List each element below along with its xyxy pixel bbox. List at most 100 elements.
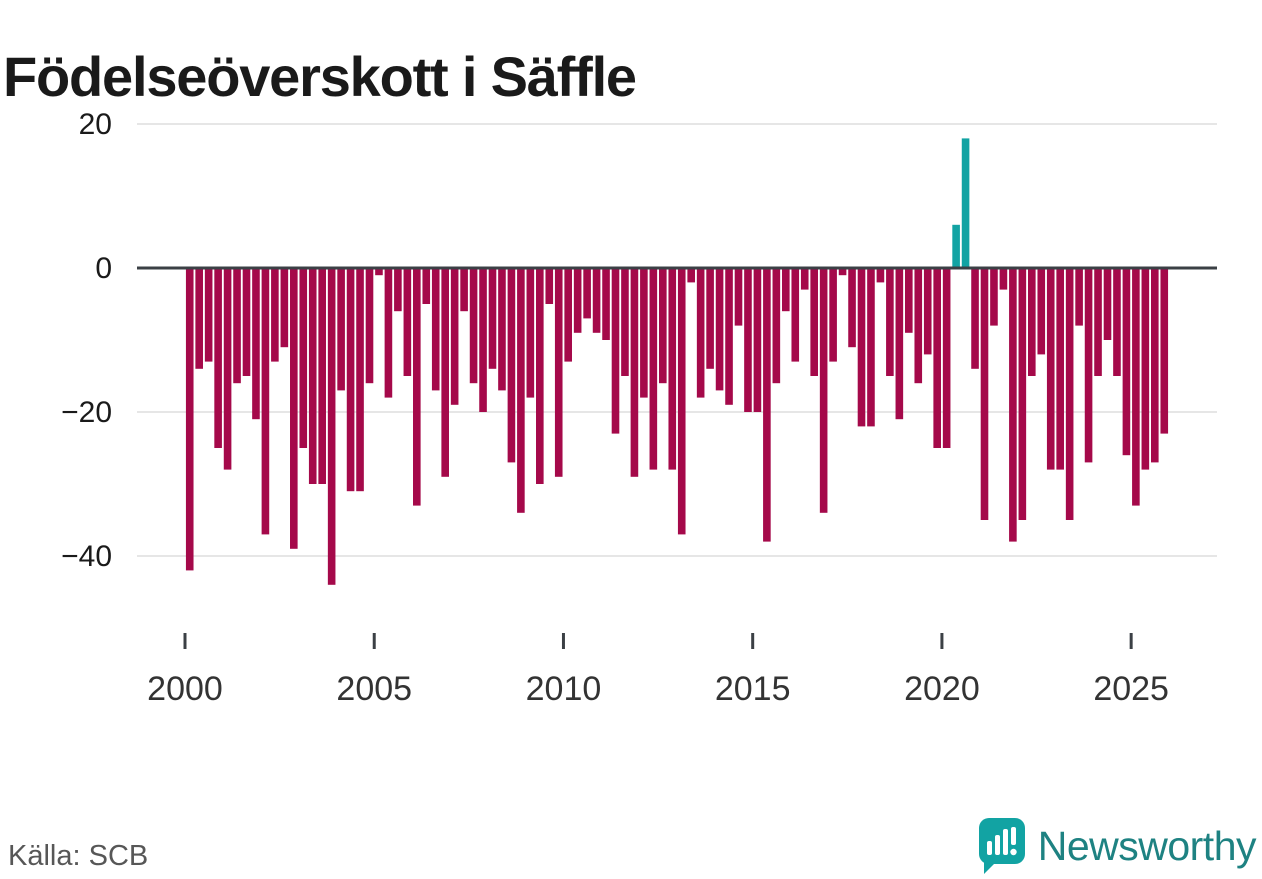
bar-2004-q3 xyxy=(356,268,364,492)
source-note: Källa: SCB xyxy=(8,840,149,872)
bar-2022-q3 xyxy=(1037,268,1046,355)
bar-2006-q3 xyxy=(431,268,440,391)
bar-2013-q2 xyxy=(687,268,695,283)
bar-2008-q4 xyxy=(517,268,525,513)
bar-2014-q1 xyxy=(715,268,724,391)
bar-2005-q1 xyxy=(375,268,383,276)
bar-2002-q3 xyxy=(280,268,289,348)
x-axis-tick-label: 2000 xyxy=(147,670,223,708)
bar-2009-q1 xyxy=(526,268,535,398)
bar-2000-q3 xyxy=(204,268,213,362)
bar-2018-q3 xyxy=(886,268,894,376)
bar-2013-q3 xyxy=(696,268,705,398)
bar-2023-q3 xyxy=(1075,268,1083,326)
x-axis-tick-label: 2020 xyxy=(904,670,980,708)
bar-2016-q2 xyxy=(800,268,809,290)
bar-2011-q2 xyxy=(611,268,620,434)
bar-2002-q1 xyxy=(261,268,270,535)
bar-2006-q2 xyxy=(422,268,431,304)
bar-2011-q3 xyxy=(621,268,629,376)
bar-2005-q3 xyxy=(394,268,402,312)
bar-2009-q2 xyxy=(536,268,544,484)
bar-2011-q4 xyxy=(630,268,639,477)
bar-2015-q2 xyxy=(763,268,771,542)
bar-2012-q4 xyxy=(668,268,677,470)
x-axis-tick-label: 2005 xyxy=(336,670,412,708)
bar-2020-q3 xyxy=(961,138,970,268)
bar-2023-q1 xyxy=(1056,268,1064,470)
bar-2000-q4 xyxy=(214,268,222,448)
newsworthy-logo-icon xyxy=(978,818,1025,874)
bar-2004-q1 xyxy=(337,268,345,391)
x-axis-tick-label: 2015 xyxy=(715,670,791,708)
bar-2019-q3 xyxy=(923,268,932,355)
bar-2025-q1 xyxy=(1132,268,1140,506)
bar-2010-q3 xyxy=(583,268,591,319)
bar-2022-q4 xyxy=(1046,268,1055,470)
bar-2003-q1 xyxy=(299,268,308,448)
bar-2001-q2 xyxy=(233,268,241,384)
bar-2000-q2 xyxy=(195,268,203,369)
bar-2023-q4 xyxy=(1084,268,1093,463)
bar-2024-q1 xyxy=(1094,268,1102,376)
bar-2008-q1 xyxy=(488,268,497,369)
x-axis-tick-label: 2010 xyxy=(526,670,602,708)
bar-2014-q4 xyxy=(744,268,752,412)
bar-2015-q1 xyxy=(753,268,762,412)
bar-2001-q3 xyxy=(242,268,251,376)
bar-2011-q1 xyxy=(602,268,610,340)
page-title: Födelseöverskott i Säffle xyxy=(3,44,637,108)
bar-2012-q2 xyxy=(649,268,658,470)
y-axis-tick-label: −20 xyxy=(61,396,112,429)
bar-2020-q4 xyxy=(971,268,979,369)
bar-2002-q4 xyxy=(290,268,298,549)
bar-2021-q2 xyxy=(990,268,998,326)
bar-2017-q4 xyxy=(857,268,866,427)
bar-2004-q4 xyxy=(365,268,374,384)
bar-2022-q2 xyxy=(1028,268,1036,376)
bar-2010-q4 xyxy=(592,268,601,333)
bar-2017-q2 xyxy=(838,268,847,276)
bar-2015-q4 xyxy=(782,268,790,312)
bar-2016-q3 xyxy=(810,268,818,376)
y-axis-tick-label: 0 xyxy=(95,252,112,285)
bar-2025-q4 xyxy=(1160,268,1169,434)
bar-2016-q4 xyxy=(819,268,828,513)
bar-2021-q1 xyxy=(980,268,989,520)
bar-2001-q1 xyxy=(223,268,232,470)
bar-2018-q4 xyxy=(895,268,904,420)
bar-2007-q1 xyxy=(450,268,459,405)
bar-2010-q1 xyxy=(564,268,572,362)
bar-2003-q4 xyxy=(327,268,336,585)
x-axis-tick-label: 2025 xyxy=(1093,670,1169,708)
bar-2012-q3 xyxy=(659,268,667,384)
bar-2024-q2 xyxy=(1103,268,1112,340)
bar-2007-q2 xyxy=(460,268,468,312)
bar-2020-q1 xyxy=(942,268,951,448)
bar-2013-q1 xyxy=(677,268,686,535)
bar-2010-q2 xyxy=(573,268,582,333)
bar-2017-q3 xyxy=(848,268,856,348)
bar-2017-q1 xyxy=(829,268,837,362)
bar-2014-q2 xyxy=(725,268,733,405)
bar-2001-q4 xyxy=(252,268,260,420)
bar-2019-q1 xyxy=(905,268,913,333)
bar-2025-q3 xyxy=(1151,268,1159,463)
bar-2006-q4 xyxy=(441,268,449,477)
bar-2005-q2 xyxy=(384,268,393,398)
bar-2000-q1 xyxy=(185,268,194,571)
bar-2004-q2 xyxy=(346,268,355,492)
bar-2009-q4 xyxy=(554,268,563,477)
bar-2025-q2 xyxy=(1141,268,1150,470)
y-axis-tick-label: −40 xyxy=(61,540,112,573)
bar-2005-q4 xyxy=(403,268,412,376)
bar-2024-q3 xyxy=(1113,268,1121,376)
bar-2003-q3 xyxy=(318,268,326,484)
bar-2024-q4 xyxy=(1122,268,1131,456)
bar-2020-q2 xyxy=(952,224,960,268)
bar-2007-q4 xyxy=(479,268,487,412)
bar-2018-q2 xyxy=(876,268,885,283)
bar-2019-q4 xyxy=(933,268,941,448)
bar-2007-q3 xyxy=(469,268,478,384)
